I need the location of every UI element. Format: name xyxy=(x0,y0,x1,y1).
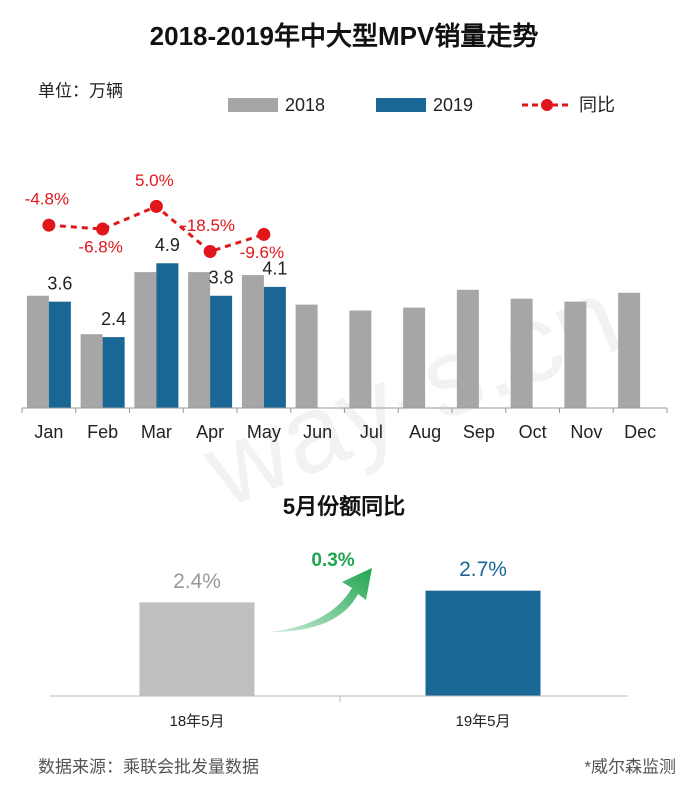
bar xyxy=(210,295,233,408)
legend-swatch xyxy=(541,99,553,111)
legend-swatch xyxy=(376,98,426,112)
bar xyxy=(26,295,49,408)
note: *威尔森监测 xyxy=(584,757,676,776)
legend-label: 2019 xyxy=(433,95,473,115)
source: 数据来源：乘联会批发量数据 xyxy=(38,757,259,776)
bar xyxy=(349,310,372,408)
data-label: 2.4 xyxy=(101,309,126,329)
chart-title: 5月份额同比 xyxy=(283,494,405,519)
data-label: 2.4% xyxy=(173,570,221,593)
x-tick-label: May xyxy=(247,422,281,442)
bar xyxy=(564,301,587,408)
line-point xyxy=(203,245,217,259)
x-tick-label: Jul xyxy=(360,422,383,442)
line-point xyxy=(257,227,271,241)
x-tick-label: Aug xyxy=(409,422,441,442)
legend-label: 同比 xyxy=(579,95,615,115)
line-point xyxy=(42,218,56,232)
data-label: -4.8% xyxy=(25,190,69,209)
bar xyxy=(456,289,479,408)
annotation: 0.3% xyxy=(311,550,354,571)
chart-title: 2018-2019年中大型MPV销量走势 xyxy=(150,21,539,51)
x-tick-label: Jan xyxy=(34,422,63,442)
x-tick-label: Mar xyxy=(141,422,172,442)
x-tick-label: Jun xyxy=(303,422,332,442)
line-point xyxy=(96,222,110,236)
data-label: 5.0% xyxy=(135,171,174,190)
data-label: 4.9 xyxy=(155,235,180,255)
x-tick-label: 19年5月 xyxy=(455,713,510,730)
bar xyxy=(510,298,533,408)
bar xyxy=(102,337,125,408)
legend-label: 2018 xyxy=(285,95,325,115)
bar xyxy=(48,301,71,408)
line-point xyxy=(149,199,163,213)
data-label: 4.1 xyxy=(262,259,287,279)
bar xyxy=(425,590,541,696)
bar xyxy=(403,307,426,408)
data-label: 3.6 xyxy=(47,273,72,293)
bar xyxy=(241,275,264,408)
bar xyxy=(263,286,286,408)
bar xyxy=(295,304,318,408)
arrow xyxy=(270,568,372,632)
x-tick-label: Oct xyxy=(519,422,547,442)
bar xyxy=(139,602,255,696)
bar xyxy=(188,272,211,408)
x-tick-label: Dec xyxy=(624,422,656,442)
x-tick-label: Feb xyxy=(87,422,118,442)
unit-label: 单位：万辆 xyxy=(38,81,123,100)
x-tick-label: 18年5月 xyxy=(169,713,224,730)
data-label: 3.8 xyxy=(209,268,234,288)
x-tick-label: Apr xyxy=(196,422,224,442)
data-label: -6.8% xyxy=(78,238,122,257)
bar xyxy=(134,272,157,408)
legend-swatch xyxy=(228,98,278,112)
bar xyxy=(618,292,641,408)
data-label: -9.6% xyxy=(240,243,284,262)
bar xyxy=(156,263,179,408)
data-label: -18.5% xyxy=(181,216,235,235)
x-tick-label: Nov xyxy=(570,422,602,442)
bar xyxy=(80,334,103,408)
x-tick-label: Sep xyxy=(463,422,495,442)
data-label: 2.7% xyxy=(459,558,507,581)
